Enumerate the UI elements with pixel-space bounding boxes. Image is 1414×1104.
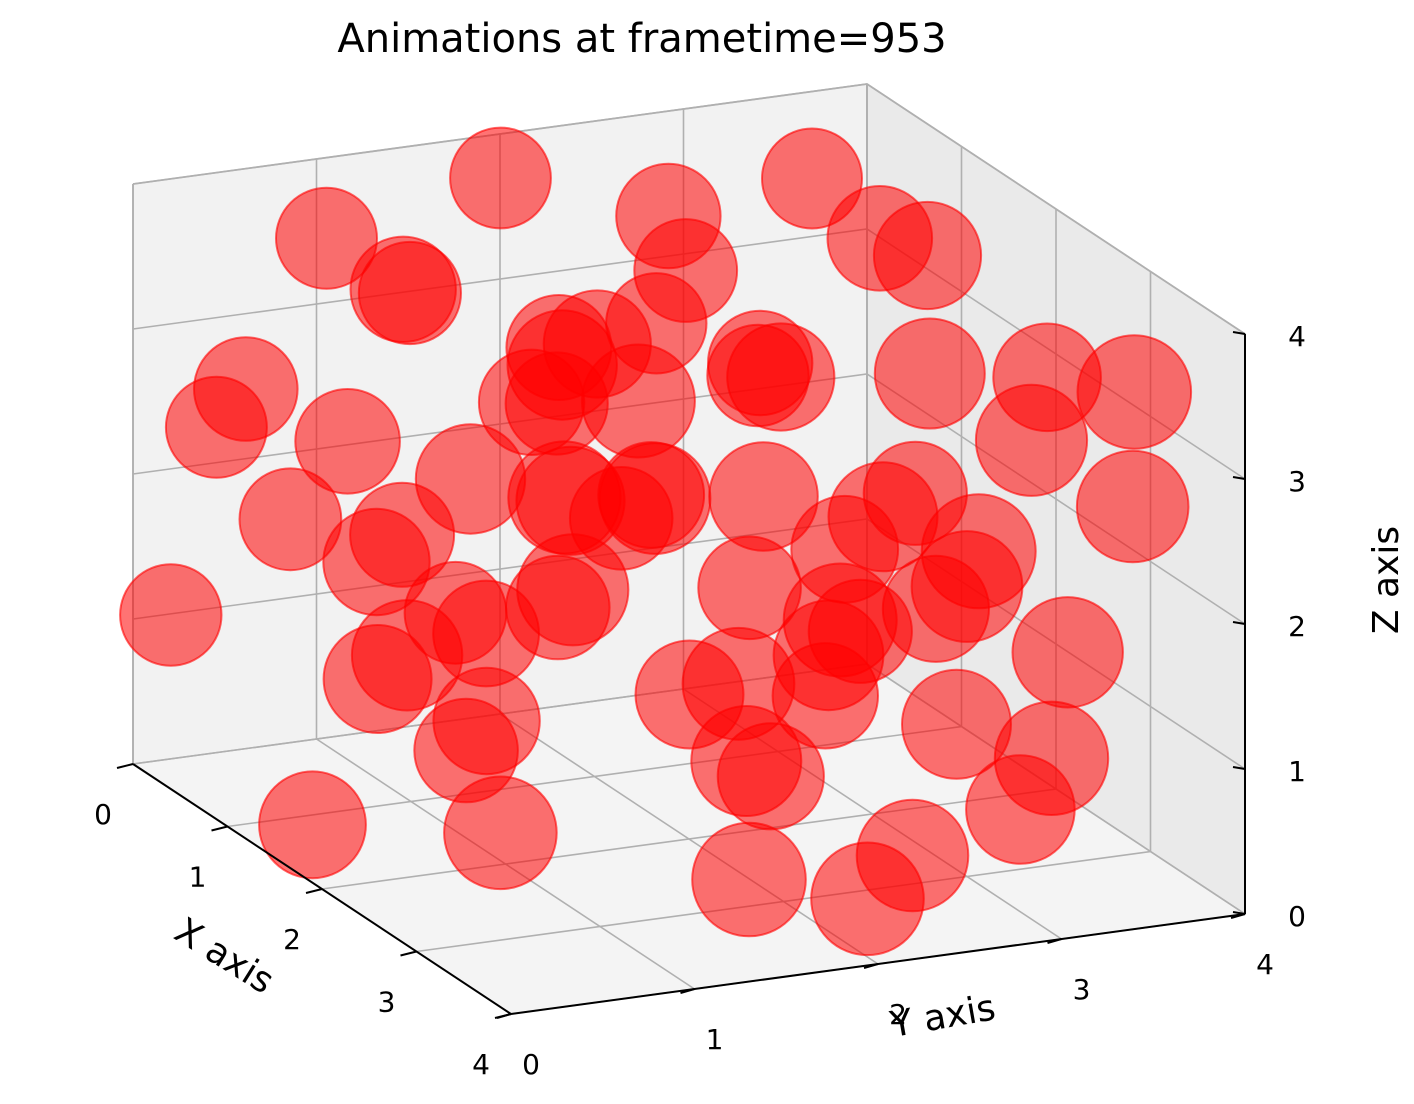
scatter-point: [238, 467, 343, 572]
scatter-point: [761, 127, 863, 230]
scatter-point: [1075, 449, 1190, 564]
scatter-point: [350, 599, 464, 712]
scatter-point: [1076, 334, 1193, 450]
y-tick-mark: [1047, 938, 1062, 944]
y-axis-label: Y axis: [886, 987, 998, 1046]
x-tick-label: 1: [189, 861, 207, 894]
y-tick-label: 1: [706, 1023, 724, 1056]
x-tick-label: 3: [378, 986, 396, 1019]
scatter-point: [294, 388, 401, 495]
scatter-point: [873, 317, 986, 430]
z-tick-label: 4: [1288, 320, 1306, 353]
scatter-point: [920, 493, 1037, 610]
x-tick-mark: [400, 950, 417, 957]
scatter-point: [993, 700, 1110, 816]
y-tick-mark: [1230, 913, 1246, 919]
scatter-point: [275, 186, 378, 290]
scatter-point: [1011, 596, 1124, 709]
z-axis-label: Z axis: [1366, 526, 1407, 634]
scatter-point: [507, 440, 622, 555]
x-tick-mark: [116, 763, 134, 769]
chart-title: Animations at frametime=953: [337, 16, 946, 62]
scatter-point: [782, 562, 898, 678]
y-tick-mark: [680, 988, 695, 994]
x-tick-mark: [305, 888, 323, 894]
scatter-point: [258, 770, 367, 880]
x-tick-mark: [494, 1013, 512, 1019]
scatter-points: [119, 126, 1193, 957]
grid-line-y: [315, 159, 695, 990]
scatter-point: [726, 322, 836, 432]
x-axis-label: X axis: [167, 910, 281, 1002]
z-tick-mark: [1232, 621, 1246, 625]
z-tick-label: 2: [1288, 610, 1306, 643]
y-tick-label: 3: [1073, 973, 1091, 1006]
scatter-point: [119, 563, 223, 667]
x-tick-label: 2: [283, 923, 301, 956]
x-tick-label: 0: [94, 798, 112, 831]
x-tick-mark: [211, 825, 228, 832]
y-tick-label: 0: [522, 1048, 540, 1081]
z-tick-label: 1: [1288, 755, 1306, 788]
scatter-point: [681, 626, 796, 741]
z-tick-mark: [1232, 766, 1246, 770]
scatter-point: [414, 423, 527, 535]
scatter-point: [349, 235, 457, 343]
y-tick-mark: [863, 963, 879, 969]
scatter-point: [432, 666, 541, 776]
z-tick-label: 0: [1288, 900, 1306, 933]
z-tick-label: 3: [1288, 465, 1306, 498]
scatter-point: [615, 162, 722, 270]
y-tick-label: 2: [889, 998, 907, 1031]
scatter-point: [443, 775, 558, 891]
scatter-point: [708, 441, 819, 552]
z-tick-mark: [1232, 476, 1246, 480]
axis-lines: [116, 331, 1246, 1019]
scatter-point: [449, 126, 552, 230]
scatter-point: [193, 336, 299, 442]
scatter-point: [691, 821, 807, 938]
scatter-point: [580, 343, 696, 459]
y-tick-label: 4: [1256, 948, 1274, 981]
scatter-point: [810, 841, 925, 957]
scatter-point: [872, 200, 983, 311]
tick-labels: 0 0 0 1 1 1 2 2 2 3 3 3 4 4 4: [94, 320, 1306, 1081]
x-tick-label: 4: [472, 1048, 490, 1081]
z-tick-mark: [1232, 331, 1246, 335]
scatter-point: [974, 383, 1089, 497]
scatter-point: [322, 507, 431, 617]
